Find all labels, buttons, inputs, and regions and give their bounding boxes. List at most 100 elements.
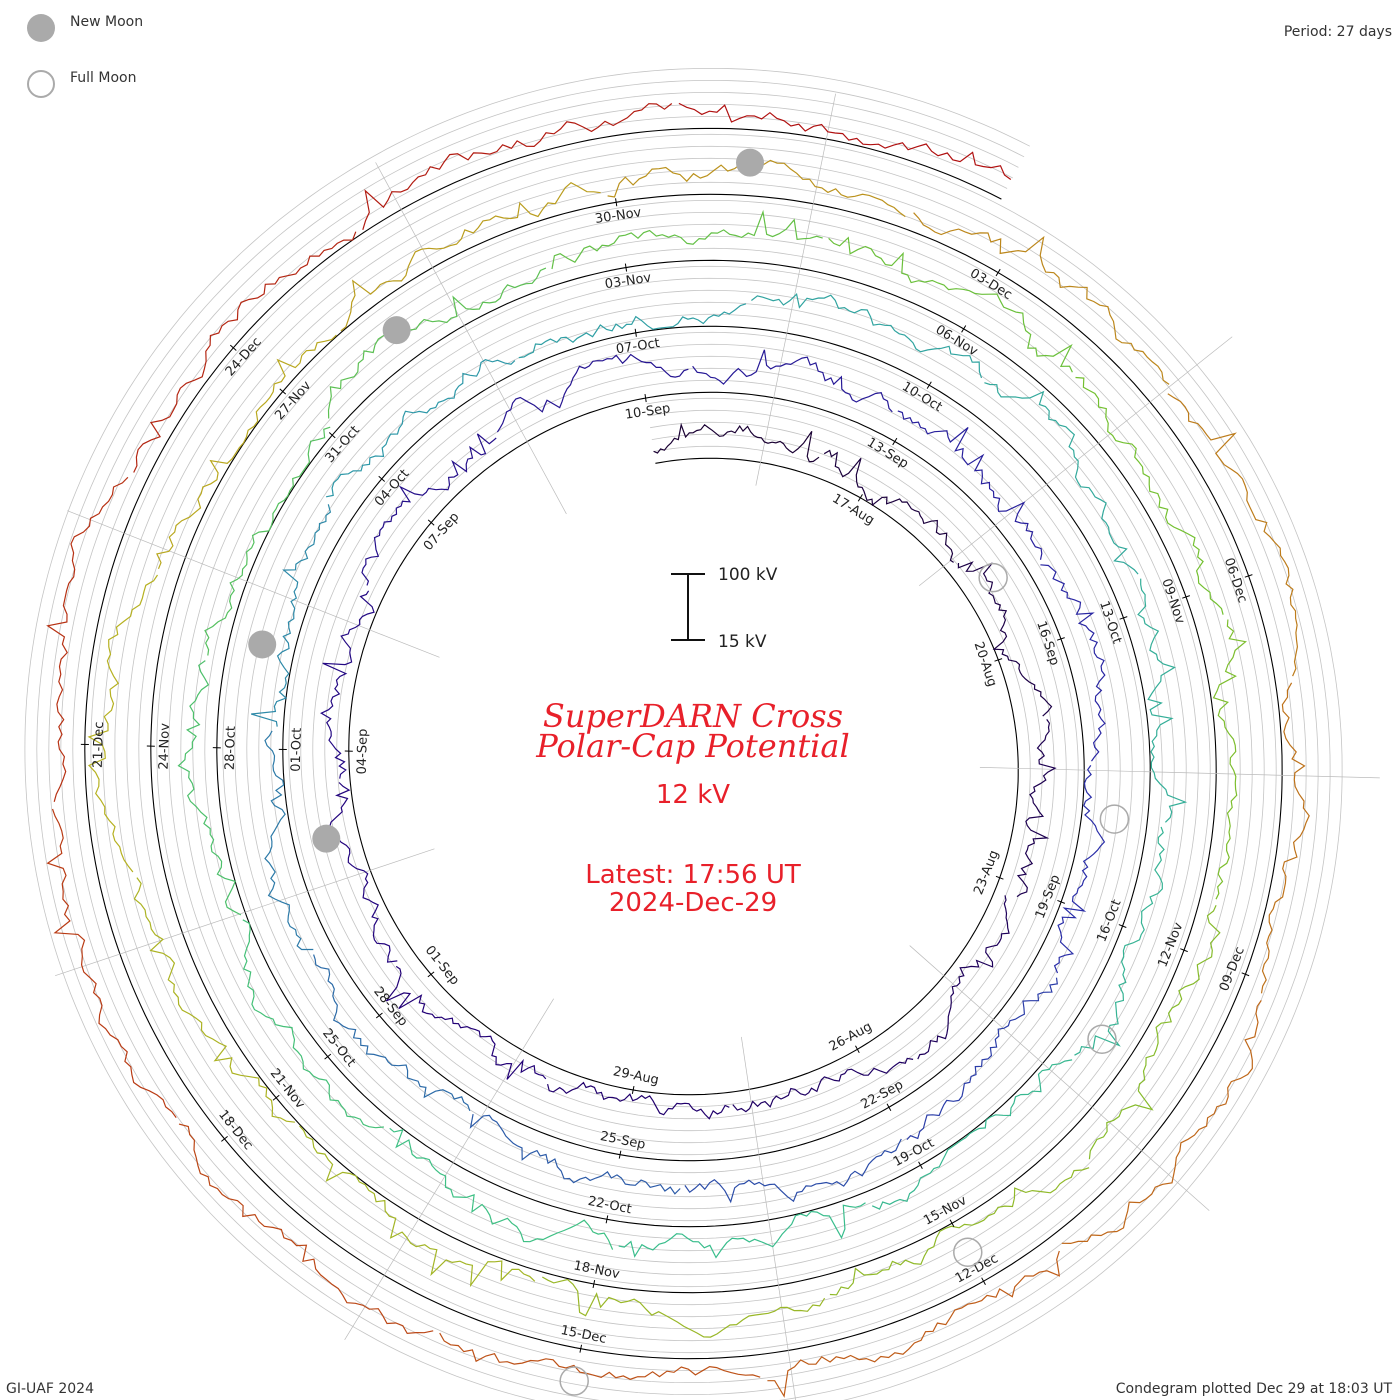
date-tick [1244,574,1253,578]
date-tick-label: 27-Nov [272,378,314,423]
new-moon-legend-label: New Moon [70,14,144,30]
date-tick-label: 18-Dec [215,1107,256,1153]
trace-segment [767,1250,1061,1398]
radial-spoke [918,336,1233,586]
date-tick [1118,924,1127,928]
trace-segment [1088,905,1221,1160]
spiral-gridline [36,80,1331,1400]
title-line-2: Polar-Cap Potential [535,727,849,765]
full-moon-marker [559,1366,589,1396]
date-tick [618,1150,622,1159]
new-moon-marker [382,316,411,345]
date-tick [994,658,1003,662]
date-tick [221,1136,228,1142]
date-tick [918,1161,923,1169]
date-tick-label: 17-Aug [829,491,876,528]
trace-segment [984,382,1139,575]
trace-segment [823,449,954,563]
trace-segment [1061,1000,1262,1245]
trace-segment [653,422,820,463]
date-tick-label: 12-Dec [953,1251,1001,1286]
date-tick-label: 23-Aug [971,848,1002,897]
date-tick-label: 07-Sep [421,510,463,554]
date-tick [631,1085,635,1094]
date-tick-label: 28-Oct [223,726,239,770]
trace-segment [133,231,357,473]
trace-segment [133,877,295,1123]
date-tick-label: 09-Nov [1158,577,1187,626]
date-tick-label: 25-Oct [319,1026,358,1070]
date-tick-label: 24-Nov [157,723,173,770]
date-tick-label: 01-Oct [289,728,305,772]
date-tick-label: 01-Sep [422,943,462,988]
date-tick-label: 06-Nov [933,322,981,359]
trace-segment [906,977,1058,1141]
date-tick-label: 13-Oct [1096,599,1124,646]
new-moon-marker [248,630,277,659]
spokes-layer [55,93,1380,1400]
full-moon-marker [1099,804,1130,834]
trace-segment [1260,682,1310,994]
date-tick-label: 03-Dec [967,266,1014,303]
date-tick [324,1053,332,1060]
trace-segment [362,103,673,230]
date-tick [579,1344,583,1353]
radial-spoke [375,162,567,515]
date-tick-label: 03-Nov [604,270,653,292]
trace-segment [46,808,177,1118]
spiral-gridline [60,104,1307,1383]
radial-spoke [741,1036,796,1400]
date-tick-label: 29-Aug [612,1064,660,1088]
trace-segment [829,1167,1090,1296]
trace-segment [692,349,893,413]
footer-plotted: Condegram plotted Dec 29 at 18:03 UT [1115,1381,1392,1397]
trace-segment [547,1081,730,1120]
date-tick-label: 26-Aug [827,1019,875,1054]
trace-segment [361,433,497,586]
trace-segment [828,236,1073,373]
date-tick [961,325,967,333]
date-tick-label: 22-Sep [859,1077,906,1112]
date-tick-label: 16-Oct [1094,898,1124,945]
trace-segment [496,353,689,433]
trace-segment [299,1125,536,1288]
date-tick [1182,595,1190,599]
full-moon-marker [978,562,1008,593]
grid-layer [24,68,1343,1400]
date-tick [272,1094,280,1101]
moon-marker-layer [248,148,1130,1396]
trace-segment [469,1113,681,1195]
date-tick [427,519,435,526]
new-moon-marker [312,824,341,853]
trace-segment [389,1127,614,1250]
date-tick [634,328,637,337]
full-moon-marker [953,1237,983,1267]
trace-segment [328,782,398,963]
date-tick-label: 20-Aug [971,640,1000,689]
date-tick [624,263,628,272]
title-line-1: SuperDARN Cross [543,697,843,735]
date-tick [855,1045,860,1054]
date-tick [1180,948,1188,953]
latest-date: 2024-Dec-29 [609,888,777,918]
spiral-gridline [72,116,1295,1371]
trace-segment [684,1138,902,1204]
spiral-gridline [24,68,1343,1400]
radial-spoke [344,998,554,1340]
trace-segment [751,293,983,379]
date-tick [1057,899,1066,904]
date-tick-label: 04-Sep [355,728,371,774]
new-moon-marker [735,148,764,177]
full-moon-legend-label: Full Moon [70,70,137,86]
date-tick-label: 07-Oct [615,336,661,357]
date-tick-label: 04-Oct [372,467,412,510]
trace-layer [46,102,1310,1398]
date-tick [981,1277,986,1285]
spiral-baseline [84,127,1283,1360]
trace-segment [87,574,158,873]
trace-segment [913,212,1170,385]
trace-segment [1075,376,1224,615]
date-tick [995,268,1001,277]
full-moon-marker [1087,1024,1117,1054]
